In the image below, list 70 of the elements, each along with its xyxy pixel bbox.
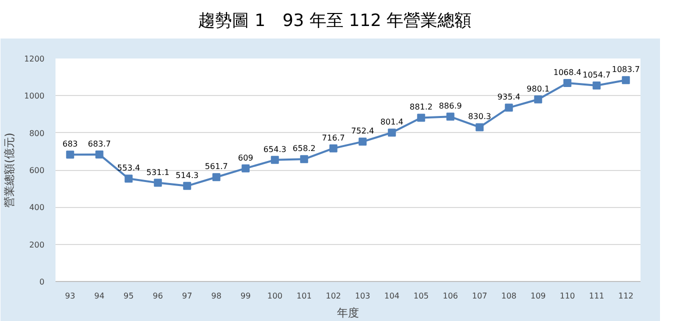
y-tick-label: 0 (39, 278, 45, 286)
x-tick-label: 105 (413, 292, 429, 300)
point (95, 150, 104, 158)
point (183, 182, 192, 190)
y-axis-title: 營業總額(億元) (3, 132, 16, 208)
data-label: 980.1 (526, 84, 550, 94)
point (124, 174, 133, 183)
point (212, 173, 220, 182)
x-tick-label: 94 (94, 292, 104, 300)
x-tick-label: 110 (560, 292, 576, 300)
point (300, 155, 308, 164)
data-label: 1068.4 (553, 68, 582, 77)
data-label: 561.7 (204, 162, 228, 172)
point (534, 95, 542, 104)
data-label: 801.4 (380, 118, 404, 127)
point (504, 104, 513, 112)
data-label: 683.7 (88, 139, 111, 148)
point (446, 112, 454, 121)
y-tick-label: 200 (29, 240, 45, 250)
data-label: 683 (62, 140, 78, 149)
x-tick-label: 103 (354, 292, 370, 300)
data-label: 1083.7 (612, 65, 640, 74)
x-tick-label: 97 (182, 292, 192, 300)
x-tick-label: 111 (588, 292, 604, 300)
x-tick-label: 106 (442, 292, 458, 300)
data-label: 886.9 (438, 102, 462, 111)
data-label: 1054.7 (582, 70, 611, 80)
point (154, 178, 162, 187)
point (242, 164, 250, 172)
point (270, 156, 279, 164)
data-label: 881.2 (410, 102, 433, 112)
data-label: 654.3 (263, 144, 286, 154)
x-tick-label: 96 (152, 292, 163, 300)
x-tick-label: 109 (530, 292, 546, 300)
y-tick-label: 400 (29, 203, 45, 212)
point (329, 144, 338, 152)
data-label: 609 (238, 153, 254, 162)
x-tick-label: 99 (240, 292, 251, 300)
point (66, 150, 74, 159)
data-label: 531.1 (146, 168, 170, 177)
y-tick-label: 600 (29, 166, 45, 175)
data-label: 935.4 (497, 92, 520, 102)
data-label: 658.2 (292, 144, 316, 154)
x-tick-label: 107 (472, 292, 488, 300)
x-axis-title: 年度 (337, 306, 359, 320)
point (476, 123, 484, 132)
x-tick-label: 102 (326, 292, 342, 300)
x-tick-label: 112 (618, 292, 634, 300)
data-label: 830.3 (468, 112, 492, 122)
x-tick-label: 93 (65, 292, 76, 300)
y-tick-label: 1000 (24, 92, 44, 101)
data-label: 716.7 (322, 133, 345, 142)
point (563, 78, 572, 87)
x-tick-label: 98 (211, 292, 222, 300)
point (622, 76, 630, 84)
data-label: 752.4 (351, 126, 374, 136)
data-label: 553.4 (117, 164, 140, 173)
point (388, 128, 396, 137)
chart-title: 趨勢圖 1 93 年至 112 年營業總額 (198, 10, 472, 33)
x-tick-label: 100 (267, 292, 283, 300)
x-tick-label: 108 (501, 292, 517, 300)
y-tick-label: 1200 (24, 54, 44, 64)
x-tick-label: 101 (296, 292, 312, 300)
data-label: 514.3 (176, 170, 199, 180)
point (417, 114, 426, 122)
x-tick-label: 104 (384, 292, 400, 300)
y-tick-label: 800 (29, 128, 45, 138)
point (592, 82, 601, 90)
point (358, 138, 367, 146)
x-tick-label: 95 (124, 292, 134, 300)
